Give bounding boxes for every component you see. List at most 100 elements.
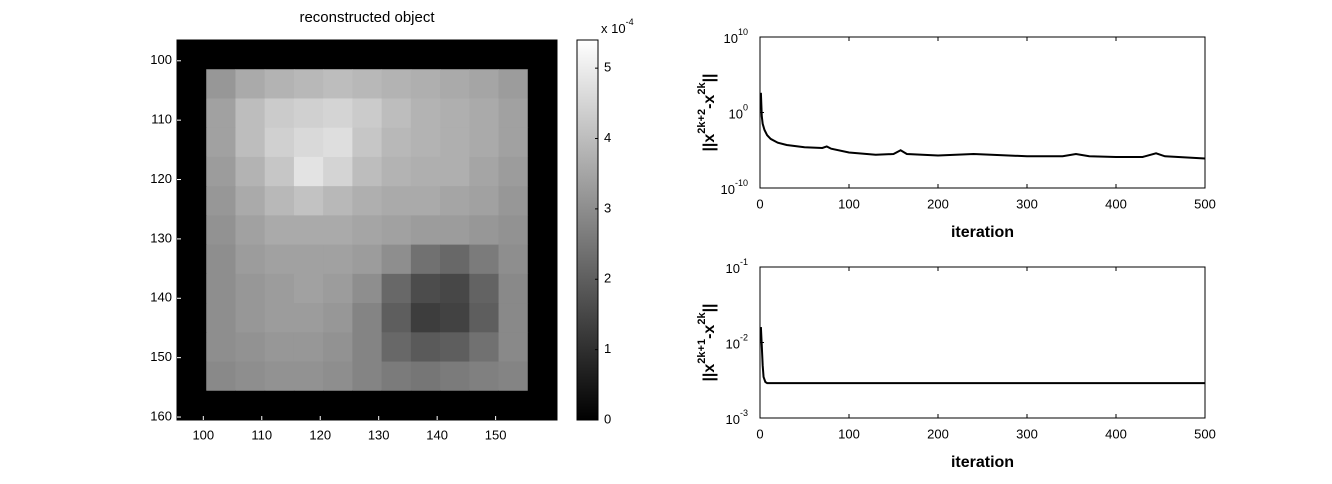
image-cell <box>323 215 353 246</box>
image-cell <box>440 98 470 129</box>
image-cell <box>323 244 353 275</box>
image-cell <box>206 40 236 70</box>
y-axis-label-part: 2k <box>696 312 708 325</box>
image-cell <box>206 390 236 421</box>
y-tick-label: 10-10 <box>721 178 748 197</box>
image-cell <box>293 40 324 70</box>
image-cell <box>498 273 529 304</box>
image-cell <box>410 127 441 158</box>
image-cell <box>352 390 383 421</box>
image-cell <box>206 361 236 392</box>
image-cell <box>440 40 470 70</box>
image-cell <box>293 332 324 363</box>
image-cell <box>293 156 324 187</box>
image-cell <box>323 156 353 187</box>
image-cell <box>527 390 558 421</box>
image-cell <box>352 127 383 158</box>
y-tick-label-base: 10 <box>721 182 735 197</box>
image-cell <box>381 40 412 70</box>
x-tick-label: 140 <box>426 427 448 442</box>
image-cell <box>469 332 500 363</box>
image-cell <box>381 332 412 363</box>
y-tick-label-exponent: 0 <box>743 103 748 113</box>
y-tick-label-base: 10 <box>726 412 740 427</box>
image-cell <box>206 215 236 246</box>
image-cell <box>381 98 412 129</box>
image-cell <box>264 303 295 333</box>
x-tick-label: 400 <box>1105 196 1127 211</box>
image-cell <box>440 69 470 99</box>
series-line <box>759 327 1205 385</box>
image-cell <box>206 98 236 129</box>
image-cell <box>352 215 383 246</box>
x-axis-label: iteration <box>951 224 1014 241</box>
image-cell <box>381 390 412 421</box>
image-cell <box>498 303 529 333</box>
image-cell <box>352 303 383 333</box>
y-tick-label: 10-3 <box>726 408 748 427</box>
image-cell <box>527 215 558 246</box>
image-cell <box>469 244 500 275</box>
y-tick-label-exponent: -10 <box>735 178 748 188</box>
image-cell <box>352 244 383 275</box>
image-cell <box>410 98 441 129</box>
image-cell <box>498 69 529 99</box>
image-cell <box>177 40 207 70</box>
image-cell <box>410 186 441 216</box>
image-cell <box>235 390 266 421</box>
x-tick-label: 400 <box>1105 426 1127 441</box>
image-cell <box>206 273 236 304</box>
y-axis-label-part: -x <box>701 325 718 339</box>
x-tick-label: 100 <box>838 196 860 211</box>
image-cell <box>323 303 353 333</box>
x-tick-label: 0 <box>756 196 763 211</box>
axes-box <box>759 36 1206 189</box>
image-cell <box>410 156 441 187</box>
image-cell <box>235 244 266 275</box>
image-cell <box>469 69 500 99</box>
image-cell <box>206 69 236 99</box>
image-cell <box>206 127 236 158</box>
y-tick-label: 120 <box>150 171 172 186</box>
image-cell <box>235 98 266 129</box>
image-cell <box>498 98 529 129</box>
image-cell <box>177 215 207 246</box>
image-cell <box>293 361 324 392</box>
image-cell <box>469 361 500 392</box>
y-tick-label: 130 <box>150 230 172 245</box>
image-cell <box>293 244 324 275</box>
image-cell <box>527 361 558 392</box>
image-cell <box>323 40 353 70</box>
image-cell <box>235 273 266 304</box>
image-cell <box>235 69 266 99</box>
image-cell <box>293 127 324 158</box>
colorbar-tick-label: 5 <box>604 60 611 75</box>
image-cell <box>264 390 295 421</box>
image-cell <box>177 156 207 187</box>
image-cell <box>440 273 470 304</box>
colorbar-label: x 10-4 <box>601 17 634 36</box>
image-cell <box>264 127 295 158</box>
y-axis-label-part: -x <box>701 95 718 109</box>
image-cell <box>206 186 236 216</box>
image-cell <box>293 273 324 304</box>
image-cell <box>410 273 441 304</box>
image-cell <box>381 127 412 158</box>
x-tick-label: 300 <box>1016 196 1038 211</box>
colorbar-tick-label: 2 <box>604 271 611 286</box>
y-tick-label: 100 <box>729 103 748 122</box>
y-tick-label-base: 10 <box>724 31 738 46</box>
y-tick-label-exponent: -2 <box>740 333 748 343</box>
image-cell <box>527 69 558 99</box>
image-cell <box>352 273 383 304</box>
image-cell <box>352 98 383 129</box>
y-tick-label: 100 <box>150 52 172 67</box>
image-cell <box>293 390 324 421</box>
y-tick-label-exponent: -3 <box>740 408 748 418</box>
image-cell <box>264 361 295 392</box>
image-cell <box>235 40 266 70</box>
image-cell <box>235 332 266 363</box>
image-cell <box>352 361 383 392</box>
image-cell <box>381 215 412 246</box>
image-cell <box>498 156 529 187</box>
